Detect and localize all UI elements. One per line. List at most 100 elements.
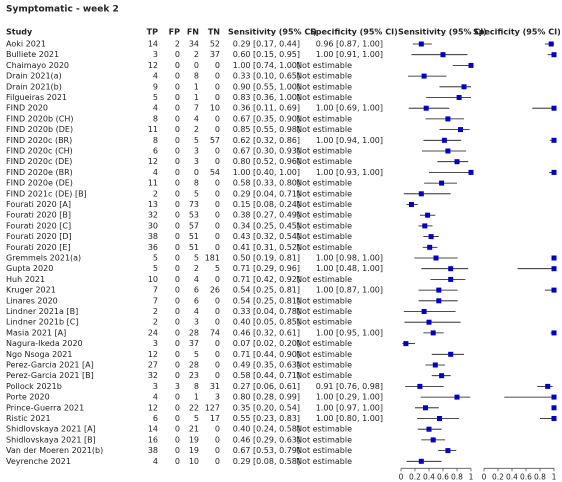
- sens-ci: 0.41 [0.31, 0.52]: [233, 243, 300, 252]
- point-estimate: [545, 383, 551, 389]
- count: 5: [194, 136, 199, 145]
- count: 3: [194, 157, 199, 166]
- point-estimate: [417, 383, 423, 389]
- study-name: Shidlovskaya 2021 [A]: [6, 425, 96, 434]
- count: 4: [194, 114, 199, 123]
- sens-ci: 0.43 [0.32, 0.54]: [233, 232, 300, 241]
- point-estimate: [425, 212, 431, 218]
- sens-ci: 0.50 [0.19, 0.81]: [233, 254, 300, 263]
- study-name: Fourati 2020 [A]: [6, 200, 71, 209]
- count: 52: [210, 40, 220, 49]
- point-estimate: [551, 405, 557, 411]
- spec-ci: Not estimable: [296, 435, 352, 444]
- study-name: Gremmels 2021(a): [6, 254, 81, 263]
- sens-ci: 0.80 [0.28, 0.99]: [233, 393, 300, 402]
- sens-ci: 0.58 [0.44, 0.71]: [233, 371, 300, 380]
- count: 0: [175, 371, 180, 380]
- point-estimate: [468, 62, 474, 68]
- count: 0: [175, 361, 180, 370]
- count: 10: [148, 275, 158, 284]
- count: 12: [148, 61, 158, 70]
- spec-ci: 1.00 [0.94, 1.00]: [316, 136, 383, 145]
- count: 36: [148, 243, 158, 252]
- sens-ci: 0.33 [0.10, 0.65]: [233, 72, 300, 81]
- sens-ci: 0.29 [0.17, 0.44]: [233, 40, 300, 49]
- count: 32: [148, 211, 158, 220]
- count: 0: [215, 221, 220, 230]
- count: 0: [175, 307, 180, 316]
- count: 12: [148, 157, 158, 166]
- count: 12: [148, 350, 158, 359]
- count: 0: [175, 446, 180, 455]
- count: 3: [153, 50, 158, 59]
- spec-ci: Not estimable: [296, 243, 352, 252]
- col-header: FN: [187, 28, 199, 37]
- count: 10: [210, 104, 220, 113]
- count: 38: [148, 446, 158, 455]
- sens-ci: 1.00 [0.74, 1.00]: [233, 61, 300, 70]
- count: 4: [153, 72, 158, 81]
- sens-ci: 0.38 [0.27, 0.49]: [233, 211, 300, 220]
- count: 26: [210, 286, 220, 295]
- count: 0: [215, 189, 220, 198]
- count: 1: [194, 93, 199, 102]
- col-header: Sensitivity (95% CI): [398, 28, 487, 37]
- count: 0: [215, 339, 220, 348]
- count: 38: [148, 232, 158, 241]
- study-name: FIND 2020c (DE): [6, 157, 72, 166]
- study-name: Perez-Garcia 2021 [A]: [6, 361, 94, 370]
- count: 0: [215, 157, 220, 166]
- tick-label: 1: [552, 472, 557, 481]
- point-estimate: [548, 41, 554, 47]
- count: 0: [194, 61, 199, 70]
- count: 5: [153, 254, 158, 263]
- point-estimate: [551, 255, 557, 261]
- count: 53: [189, 211, 199, 220]
- sens-ci: 0.90 [0.55, 1.00]: [233, 82, 300, 91]
- point-estimate: [422, 223, 428, 229]
- count: 0: [215, 307, 220, 316]
- study-name: Perez-Garcia 2021 [B]: [6, 371, 94, 380]
- spec-ci: 1.00 [0.91, 1.00]: [316, 50, 383, 59]
- count: 0: [175, 168, 180, 177]
- spec-ci: Not estimable: [296, 350, 352, 359]
- spec-ci: Not estimable: [296, 339, 352, 348]
- count: 0: [175, 136, 180, 145]
- count: 12: [148, 403, 158, 412]
- count: 0: [175, 425, 180, 434]
- sens-ci: 0.58 [0.33, 0.80]: [233, 179, 300, 188]
- point-estimate: [441, 137, 447, 143]
- count: 6: [194, 296, 199, 305]
- study-name: Kruger 2021: [6, 286, 56, 295]
- count: 0: [175, 114, 180, 123]
- tick-label: 0.2: [409, 472, 421, 481]
- study-name: Lindner 2021a [B]: [6, 307, 78, 316]
- sens-ci: 0.36 [0.11, 0.69]: [233, 104, 300, 113]
- point-estimate: [439, 180, 445, 186]
- spec-ci: 1.00 [0.29, 1.00]: [316, 393, 383, 402]
- count: 57: [189, 221, 199, 230]
- point-estimate: [409, 202, 414, 207]
- point-estimate: [427, 244, 433, 250]
- count: 0: [175, 264, 180, 273]
- study-name: Masia 2021 [A]: [6, 328, 66, 337]
- count: 54: [210, 168, 220, 177]
- count: 0: [215, 114, 220, 123]
- count: 5: [153, 93, 158, 102]
- count: 11: [148, 125, 158, 134]
- count: 16: [148, 435, 158, 444]
- count: 0: [215, 125, 220, 134]
- point-estimate: [440, 52, 446, 58]
- count: 4: [194, 307, 199, 316]
- sens-ci: 0.49 [0.35, 0.63]: [233, 361, 300, 370]
- count: 2: [153, 307, 158, 316]
- count: 5: [215, 264, 220, 273]
- point-estimate: [445, 448, 451, 454]
- count: 0: [215, 93, 220, 102]
- count: 0: [215, 211, 220, 220]
- study-name: Porte 2020: [6, 393, 50, 402]
- count: 0: [175, 179, 180, 188]
- sens-ci: 0.46 [0.32, 0.61]: [233, 328, 300, 337]
- count: 8: [194, 179, 199, 188]
- spec-ci: Not estimable: [296, 446, 352, 455]
